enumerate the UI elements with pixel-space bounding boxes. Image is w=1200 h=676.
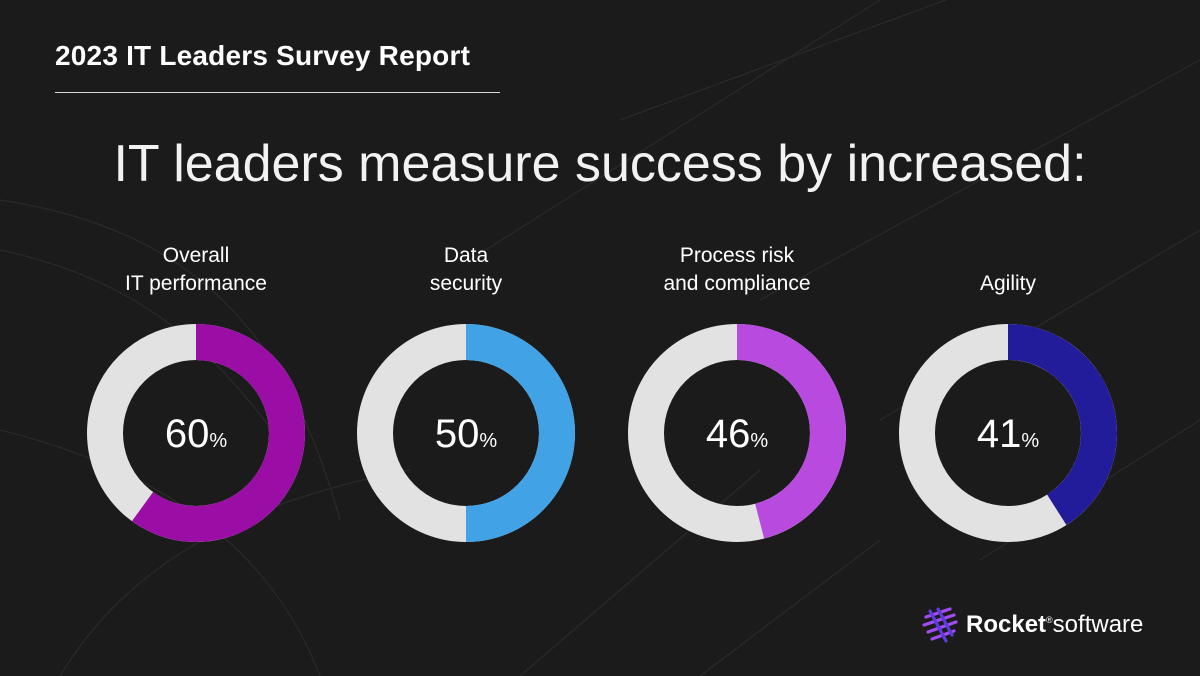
donut-1-category-label: Overall IT performance <box>66 242 326 298</box>
donut-1-value-label: 60% <box>165 412 228 456</box>
donut-2-value-label: 50% <box>435 412 498 456</box>
donut-3-category-label: Process risk and compliance <box>607 242 867 298</box>
donut-3-category-label-line: and compliance <box>663 272 811 295</box>
logo-text: Rocket®software <box>966 611 1143 639</box>
donut-3-value-arc <box>736 324 846 539</box>
donut-2-value-unit: % <box>479 430 497 452</box>
logo-brand: Rocket <box>966 611 1047 638</box>
report-title: 2023 IT Leaders Survey Report <box>55 40 471 71</box>
donut-2-category-label-line: Data <box>443 244 489 267</box>
rocket-logo-icon <box>922 607 958 643</box>
donut-1-value-number: 60 <box>165 412 210 456</box>
donut-4-value-arc <box>1007 324 1117 526</box>
headline: IT leaders measure success by increased: <box>113 135 1087 193</box>
logo-registered-mark: ® <box>1046 615 1053 625</box>
donut-4-category-label-line: Agility <box>979 272 1037 295</box>
donut-2-category-label-line: security <box>429 272 503 295</box>
donut-2-category-label: Data security <box>336 242 596 298</box>
donut-4-value-unit: % <box>1021 430 1039 452</box>
donut-1-value-arc <box>131 324 305 542</box>
donut-3-value-unit: % <box>750 430 768 452</box>
rocket-software-logo: Rocket®software <box>920 605 1143 645</box>
donut-3-value-number: 46 <box>706 412 751 456</box>
donut-3-category-label-line: Process risk <box>679 244 795 267</box>
logo-suffix: software <box>1052 611 1144 638</box>
donut-3-value-label: 46% <box>706 412 769 456</box>
donut-1-category-label-line: Overall <box>162 244 230 267</box>
donut-4-value-label: 41% <box>977 412 1040 456</box>
donut-4-value-number: 41 <box>977 412 1022 456</box>
title-divider <box>55 92 500 93</box>
donut-4-category-label: Agility <box>878 270 1138 298</box>
donut-1-value-unit: % <box>209 430 227 452</box>
donut-2-value-number: 50 <box>435 412 480 456</box>
donut-1-category-label-line: IT performance <box>124 272 267 295</box>
donut-2-value-arc <box>465 324 575 542</box>
